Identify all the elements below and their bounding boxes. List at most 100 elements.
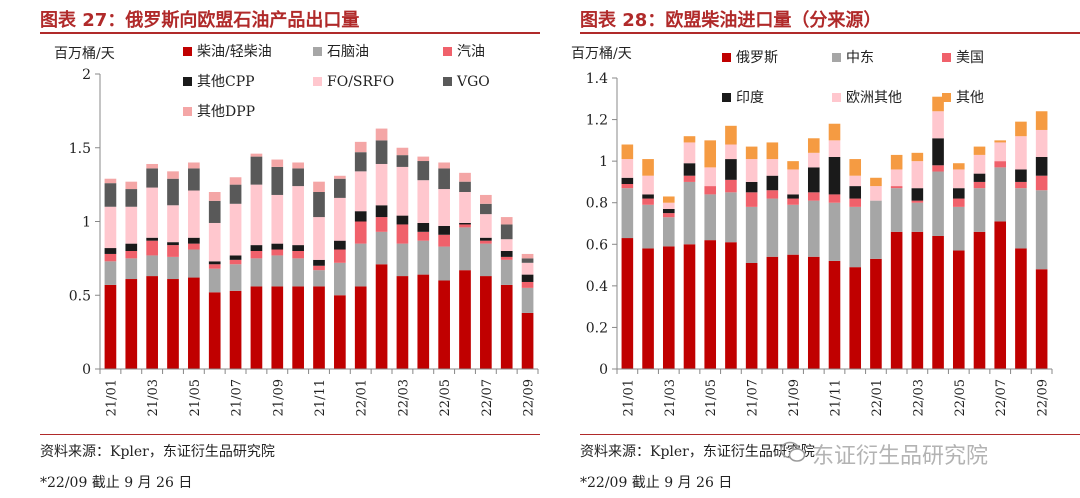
y-tick-label: 0.2 (586, 320, 608, 336)
bar-segment (313, 265, 325, 271)
bar-segment (828, 194, 841, 203)
x-tick-label: 21/07 (230, 379, 245, 416)
bar-segment (890, 169, 903, 187)
bar-segment (932, 111, 944, 139)
bar-segment (932, 96, 944, 112)
bar-segment (521, 258, 534, 263)
bar-segment (766, 159, 779, 176)
footnote: *22/09 截止 9 月 26 日 (580, 475, 733, 491)
bar-segment (745, 192, 758, 207)
bar-segment (932, 235, 944, 369)
y-tick-label: 0 (82, 362, 91, 378)
bar-segment (973, 146, 986, 155)
bar-segment (828, 260, 841, 369)
bar-segment (396, 276, 409, 369)
x-tick-label: 22/09 (1036, 379, 1051, 416)
bar-segment (167, 171, 179, 179)
bar-segment (208, 222, 221, 262)
bar-segment (208, 200, 221, 223)
x-tick-label: 22/01 (870, 379, 885, 416)
bar-segment (662, 217, 675, 247)
bar-segment (292, 186, 304, 246)
bar-segment (870, 200, 882, 259)
y-tick-label: 1 (599, 154, 608, 170)
bar-segment (417, 274, 430, 369)
bar-segment (890, 188, 903, 232)
bar-segment (952, 250, 965, 369)
bar-segment (250, 251, 263, 259)
bar-segment (354, 171, 367, 212)
bar-segment (167, 256, 179, 280)
bar-segment (146, 237, 158, 241)
bar-segment (911, 200, 924, 203)
bar-segment (1035, 190, 1048, 270)
bar-segment (683, 163, 696, 176)
bar-segment (480, 214, 492, 238)
bar-segment (250, 245, 263, 251)
legend-swatch (313, 47, 322, 56)
bar-segment (459, 222, 471, 225)
x-tick-label: 21/05 (704, 379, 719, 416)
bar-segment (188, 168, 200, 191)
bar-segment (188, 243, 200, 250)
y-tick-label: 1.5 (69, 141, 91, 157)
y-tick-label: 1.2 (586, 113, 608, 129)
bar-segment (807, 192, 820, 201)
bar-segment (521, 281, 534, 288)
bar-segment (271, 166, 284, 195)
bar-segment (146, 255, 158, 277)
x-tick-label: 21/01 (621, 379, 636, 416)
bar-segment (521, 274, 534, 282)
title-rule (580, 32, 1080, 34)
legend-swatch (722, 93, 731, 102)
bar-segment (642, 175, 654, 195)
x-tick-label: 21/11 (313, 379, 328, 416)
bar-segment (704, 240, 717, 369)
bar-segment (849, 206, 862, 268)
x-tick-label: 21/03 (663, 379, 678, 416)
bar-segment (621, 184, 634, 189)
bar-segment (459, 224, 471, 228)
bar-segment (683, 181, 696, 245)
bar-segment (704, 186, 717, 195)
bar-segment (208, 268, 221, 293)
bar-segment (1015, 121, 1027, 137)
bar-segment (849, 186, 862, 199)
bar-segment (642, 248, 654, 369)
bar-segment (500, 224, 513, 240)
bar-segment (621, 188, 634, 239)
legend-swatch (183, 107, 192, 116)
bar-segment (396, 224, 409, 244)
legend-label: 其他DPP (197, 104, 255, 120)
bar-segment (787, 161, 799, 170)
bar-segment (417, 180, 430, 223)
bar-segment (292, 286, 304, 369)
bar-segment (849, 198, 862, 207)
bar-segment (188, 277, 200, 369)
bar-segment (167, 242, 179, 246)
bar-segment (375, 217, 388, 232)
bar-segment (104, 206, 117, 249)
bar-segment (828, 156, 841, 195)
bar-segment (662, 208, 675, 214)
bar-segment (459, 181, 471, 192)
bar-segment (417, 161, 430, 181)
legend-label: VGO (456, 74, 490, 90)
bar-segment (745, 159, 758, 182)
bar-segment (642, 194, 654, 199)
bar-segment (313, 217, 325, 260)
legend-swatch (443, 77, 452, 86)
bar-segment (292, 168, 304, 187)
bar-segment (849, 175, 862, 187)
bar-segment (890, 154, 903, 170)
x-tick-label: 22/05 (438, 379, 453, 416)
bar-segment (621, 159, 634, 178)
bar-segment (911, 152, 924, 162)
bar-segment (125, 279, 138, 369)
x-tick-label: 22/05 (953, 379, 968, 416)
y-tick-label: 0.6 (586, 237, 608, 253)
bar-segment (662, 213, 675, 218)
bar-segment (480, 203, 492, 215)
bar-segment (146, 276, 158, 369)
legend-label: 美国 (956, 50, 984, 66)
